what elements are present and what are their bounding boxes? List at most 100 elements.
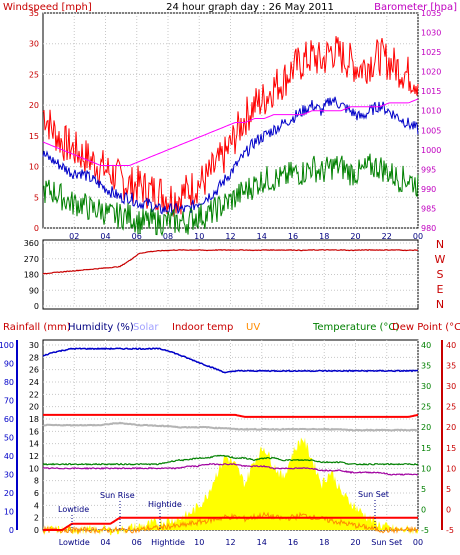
temperature-tick: 15: [421, 444, 431, 453]
compass-label: S: [437, 268, 444, 281]
compass-label: W: [435, 253, 446, 266]
y-tick-right: 1035: [421, 9, 441, 18]
gust-line: [42, 36, 419, 217]
y-tick-right: 1005: [421, 126, 441, 135]
legend-item: Indoor temp: [172, 322, 233, 333]
humidity-tick: 30: [4, 471, 14, 480]
rain-tick: 28: [29, 353, 39, 362]
rain-tick: 16: [29, 427, 39, 436]
x-tick: 06: [132, 538, 142, 547]
lower-series: [42, 347, 419, 531]
x-tick: 14: [257, 232, 267, 241]
y-tick-left: 30: [29, 40, 39, 49]
legend-item: Solar: [133, 322, 159, 333]
legend-item: Dew Point (°C): [392, 322, 460, 333]
dewpoint-tick: 25: [446, 403, 456, 412]
y-tick-left: 25: [29, 70, 39, 79]
x-tick: 12: [225, 232, 235, 241]
rain-tick: 2: [34, 514, 39, 523]
lower-legend: Rainfall (mm)Humidity (%) Solar Indoor tem…: [3, 322, 460, 333]
tide-sun-annotations: Lowtide Sun Rise Hightide Sun Set: [58, 490, 389, 530]
solar-area: [43, 437, 418, 536]
temperature-tick: -5: [421, 526, 429, 535]
rain-tick: 22: [29, 390, 39, 399]
rainfall-line: [43, 516, 418, 531]
dewpoint-y-axis: -5 0 5 10 15 20 25 30 35 40: [446, 341, 456, 535]
rain-tick: 6: [34, 489, 39, 498]
wind-title-right: Barometer [hpa]: [374, 2, 457, 13]
x-tick: 18: [319, 538, 329, 547]
dewpoint-tick: 10: [446, 464, 456, 473]
humidity-tick: 60: [4, 415, 14, 424]
y-tick-right: 990: [421, 185, 436, 194]
humidity-tick: 40: [4, 452, 14, 461]
legend-item: UV: [246, 322, 260, 333]
y-tick: 360: [24, 239, 39, 248]
min-line: [42, 153, 419, 237]
humidity-tick: 50: [4, 434, 14, 443]
y-tick-right: 1010: [421, 107, 441, 116]
y-tick: 90: [29, 286, 39, 295]
x-tick: 10: [194, 538, 204, 547]
y-tick-right: 1030: [421, 29, 441, 38]
y-tick-right: 985: [421, 204, 436, 213]
temperature-tick: 30: [421, 382, 431, 391]
x-tick: 04: [100, 538, 110, 547]
annotation: Sun Set: [358, 490, 389, 499]
legend-item: Humidity (%): [68, 322, 134, 333]
y-tick-left: 15: [29, 132, 39, 141]
compass-label: N: [436, 238, 444, 251]
direction-line: [42, 249, 418, 275]
rain-tick: 26: [29, 366, 39, 375]
y-tick-right: 1015: [421, 87, 441, 96]
rain-tick: 20: [29, 403, 39, 412]
x-tick: Lowtide: [59, 538, 90, 547]
y-tick: 180: [24, 271, 39, 280]
dewpoint-tick: 20: [446, 423, 456, 432]
solar-uv-areas: [42, 437, 419, 536]
dewpoint-tick: 5: [446, 485, 451, 494]
rain-tick: 4: [34, 501, 39, 510]
humidity-tick: 0: [9, 526, 14, 535]
x-tick: 22: [382, 232, 392, 241]
temperature-y-axis-green: -5 0 5 10 15 20 25 30 35 40: [421, 341, 431, 535]
baro-line: [42, 98, 419, 166]
x-tick: Sun Set: [371, 538, 402, 547]
y-tick-right: 1025: [421, 48, 441, 57]
annotation: Lowtide: [58, 505, 89, 514]
y-tick-left: 0: [34, 224, 39, 233]
humidity-tick: 80: [4, 378, 14, 387]
x-tick: 16: [288, 538, 298, 547]
humidity-line: [42, 347, 418, 374]
temperature-line: [42, 454, 419, 466]
y-tick-left: 5: [34, 193, 39, 202]
temperature-tick: 35: [421, 362, 431, 371]
humidity-tick: 10: [4, 508, 14, 517]
x-tick: 20: [350, 538, 360, 547]
direction-series: [42, 249, 418, 275]
wind-series: [42, 36, 419, 237]
legend-item: Temperature (°C): [312, 322, 399, 333]
humidity-y-axis: 0 10 20 30 40 50 60 70 80 90 100: [0, 341, 14, 535]
y-tick-left: 20: [29, 101, 39, 110]
wind-title-left: Windspeed [mph]: [3, 2, 92, 13]
temperature-tick: 5: [421, 485, 426, 494]
x-tick: 10: [194, 232, 204, 241]
wind-y-axis-right: 980 985 990 995 1000 1005 1010 1015 1020 1025 1030…: [421, 9, 441, 233]
y-tick-left: 10: [29, 163, 39, 172]
compass-label: E: [437, 283, 444, 296]
annotation: Sun Rise: [100, 491, 135, 500]
x-tick: 14: [257, 538, 267, 547]
dewpoint-tick: 0: [446, 505, 451, 514]
dewpoint-tick: 15: [446, 444, 456, 453]
humidity-tick: 70: [4, 397, 14, 406]
x-tick: 16: [288, 232, 298, 241]
humidity-tick: 90: [4, 360, 14, 369]
humidity-tick: 100: [0, 341, 14, 350]
x-tick: 00: [413, 232, 423, 241]
rain-tick: 30: [29, 341, 39, 350]
temperature-tick: 10: [421, 464, 431, 473]
